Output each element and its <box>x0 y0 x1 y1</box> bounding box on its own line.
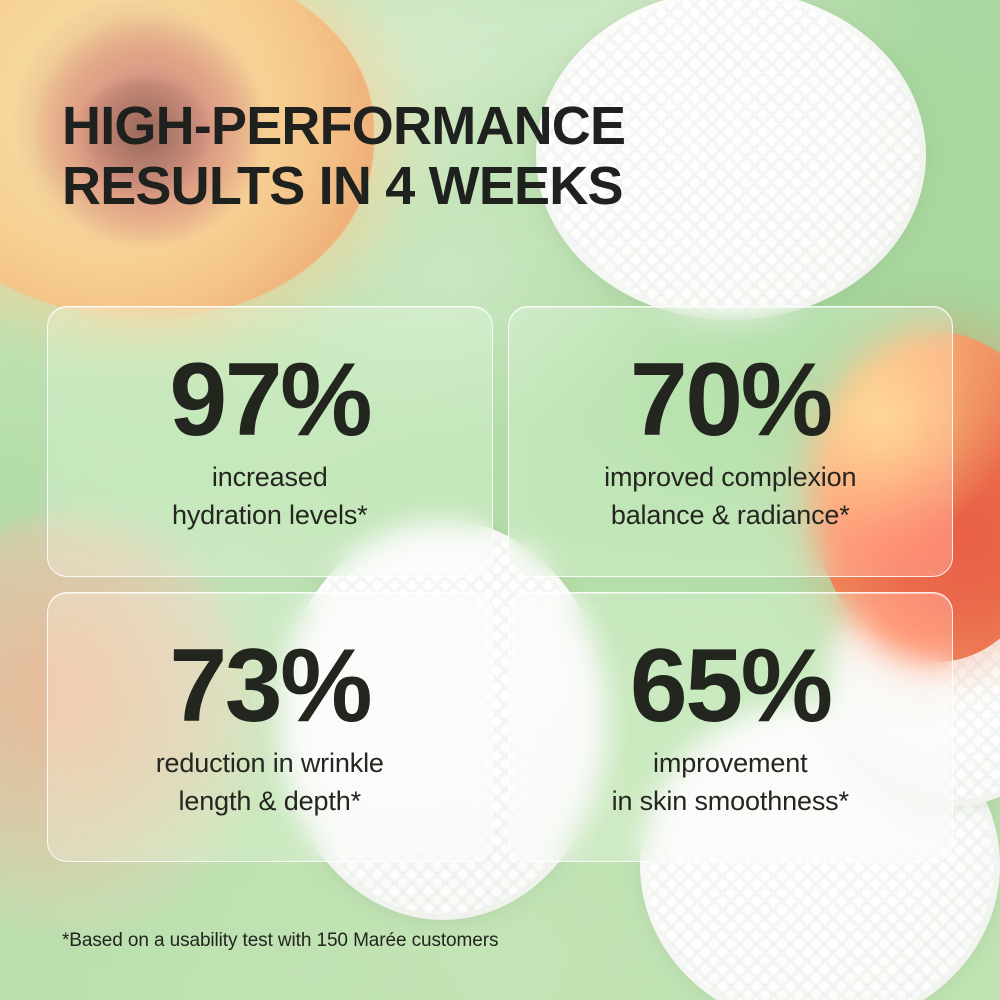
footnote-disclaimer: *Based on a usability test with 150 Maré… <box>62 930 499 951</box>
stat-label: increased hydration levels* <box>171 462 368 531</box>
stat-card-complexion: 70% improved complexion balance & radian… <box>507 306 953 577</box>
stat-card-wrinkle: 73% reduction in wrinkle length & depth* <box>47 591 493 862</box>
stat-label: reduction in wrinkle length & depth* <box>155 747 384 816</box>
cotton-pad-icon <box>536 0 926 320</box>
stat-label: improved complexion balance & radiance* <box>604 462 857 531</box>
stats-grid: 97% increased hydration levels* 70% impr… <box>47 306 953 862</box>
stat-card-hydration: 97% increased hydration levels* <box>47 306 493 577</box>
page-title: High-performance results in 4 weeks <box>62 96 626 216</box>
stat-value: 65% <box>629 627 833 744</box>
stat-value: 97% <box>169 342 372 459</box>
stat-card-smoothness: 65% improvement in skin smoothness* <box>507 591 953 862</box>
stat-label: improvement in skin smoothness* <box>611 747 849 816</box>
stat-value: 70% <box>629 342 833 459</box>
stat-value: 73% <box>169 627 372 744</box>
